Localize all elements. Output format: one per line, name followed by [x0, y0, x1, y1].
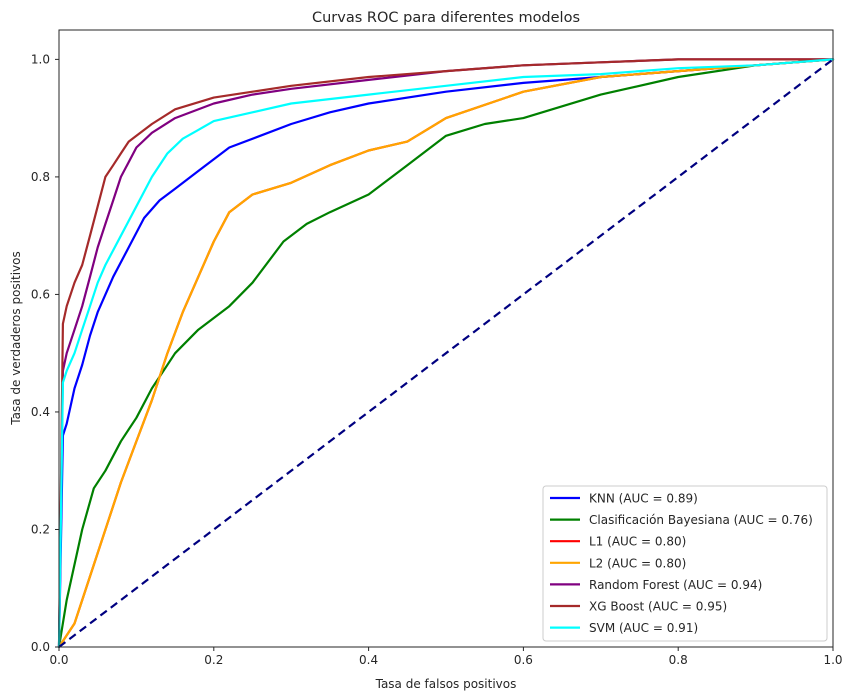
- y-tick-label: 0.2: [31, 522, 50, 536]
- legend-entry-label: Random Forest (AUC = 0.94): [589, 578, 762, 592]
- plot-frame: [58, 29, 834, 648]
- y-tick-label: 0.0: [31, 640, 50, 654]
- y-tick-label: 0.6: [31, 287, 50, 301]
- roc-curve-6: [57, 58, 835, 649]
- roc-curve-1: [57, 58, 835, 649]
- x-tick-label: 0.2: [204, 653, 223, 667]
- x-tick-label: 0.6: [514, 653, 533, 667]
- y-tick-label: 0.4: [31, 405, 50, 419]
- x-axis-label: Tasa de falsos positivos: [375, 677, 517, 691]
- x-tick-label: 0.8: [669, 653, 688, 667]
- legend-box: [542, 485, 828, 642]
- roc-curve-3: [57, 58, 835, 649]
- reference-diagonal-line: [58, 58, 834, 648]
- legend-entry-label: L2 (AUC = 0.80): [589, 556, 686, 570]
- legend-entry-label: XG Boost (AUC = 0.95): [589, 600, 727, 614]
- x-axis-ticks: 0.0 0.2 0.4 0.6 0.8 1.0: [49, 647, 843, 667]
- roc-curve-5: [57, 58, 835, 649]
- x-tick-label: 0.0: [49, 653, 68, 667]
- legend-entry-label: KNN (AUC = 0.89): [589, 492, 698, 506]
- legend-entry-label: Clasificación Bayesiana (AUC = 0.76): [589, 513, 813, 527]
- x-tick-label: 0.4: [359, 653, 378, 667]
- roc-curve-0: [57, 58, 835, 649]
- x-tick-label: 1.0: [823, 653, 842, 667]
- legend-entry-label: SVM (AUC = 0.91): [589, 621, 698, 635]
- y-tick-label: 1.0: [31, 52, 50, 66]
- legend-entry-label: L1 (AUC = 0.80): [589, 535, 686, 549]
- y-axis-ticks: 0.0 0.2 0.4 0.6 0.8 1.0: [31, 52, 59, 654]
- chart-title: Curvas ROC para diferentes modelos: [312, 10, 580, 26]
- legend: KNN (AUC = 0.89) Clasificación Bayesiana …: [542, 485, 828, 642]
- y-axis-label: Tasa de verdaderos positivos: [9, 251, 23, 425]
- y-tick-label: 0.8: [31, 170, 50, 184]
- curves-layer: [57, 58, 835, 649]
